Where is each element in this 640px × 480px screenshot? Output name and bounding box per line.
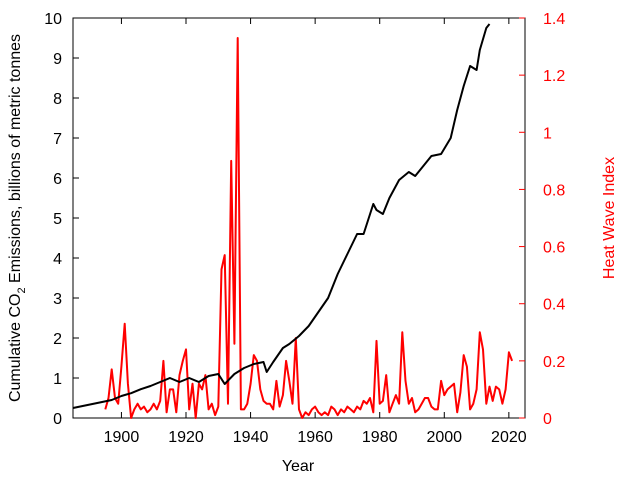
y-right-tick-label: 0.8 [543,182,565,199]
plot-frame [72,17,526,419]
y-left-tick-label: 4 [53,251,62,268]
x-tick-label: 2000 [426,429,462,446]
y-right-tick-label: 0 [543,411,552,428]
y-right-tick-label: 1.4 [543,11,565,28]
y-axis-left-title-rest: Emissions, billions of metric tonnes [7,34,24,287]
y-left-tick-label: 3 [53,291,62,308]
cumulative-emissions-line [72,23,491,409]
x-axis: 1900 1920 1940 1960 1980 2000 2020 [104,18,527,446]
x-tick-label: 1960 [297,429,333,446]
y-axis-right-title: Heat Wave Index [601,157,618,279]
y-axis-left: 0 1 2 3 4 5 6 7 8 9 10 [44,11,79,428]
heat-wave-index-line [104,37,514,419]
y-right-tick-label: 0.4 [543,297,565,314]
x-tick-label: 1900 [104,429,140,446]
y-left-tick-label: 1 [53,371,62,388]
y-left-tick-label: 6 [53,171,62,188]
x-tick-label: 2020 [491,429,527,446]
y-axis-left-title: Cumulative CO2 Emissions, billions of me… [7,34,28,402]
y-axis-left-title-main: Cumulative CO [7,294,24,402]
y-left-tick-label: 9 [53,51,62,68]
y-left-tick-label: 5 [53,211,62,228]
y-axis-left-title-subscript: 2 [16,287,28,293]
y-left-tick-label: 10 [44,11,62,28]
y-axis-right: 0 0.2 0.4 0.6 0.8 1 1.2 1.4 [519,11,565,428]
y-left-tick-label: 2 [53,331,62,348]
y-left-tick-label: 0 [53,411,62,428]
x-axis-title: Year [282,458,315,475]
y-left-tick-label: 7 [53,131,62,148]
series-layer [72,23,514,419]
x-tick-label: 1980 [362,429,398,446]
y-right-tick-label: 0.2 [543,354,565,371]
y-right-tick-label: 0.6 [543,240,565,257]
y-right-tick-label: 1 [543,125,552,142]
y-right-tick-label: 1.2 [543,68,565,85]
y-left-tick-label: 8 [53,91,62,108]
x-tick-label: 1920 [168,429,204,446]
x-tick-label: 1940 [233,429,269,446]
